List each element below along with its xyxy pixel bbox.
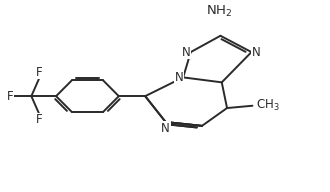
Text: F: F	[7, 90, 13, 103]
Text: F: F	[36, 113, 42, 126]
Text: NH$_2$: NH$_2$	[206, 4, 233, 19]
Text: CH$_3$: CH$_3$	[256, 98, 280, 113]
Text: N: N	[251, 46, 260, 59]
Text: N: N	[182, 46, 191, 59]
Text: F: F	[36, 66, 42, 79]
Text: N: N	[161, 122, 170, 135]
Text: N: N	[174, 71, 183, 84]
